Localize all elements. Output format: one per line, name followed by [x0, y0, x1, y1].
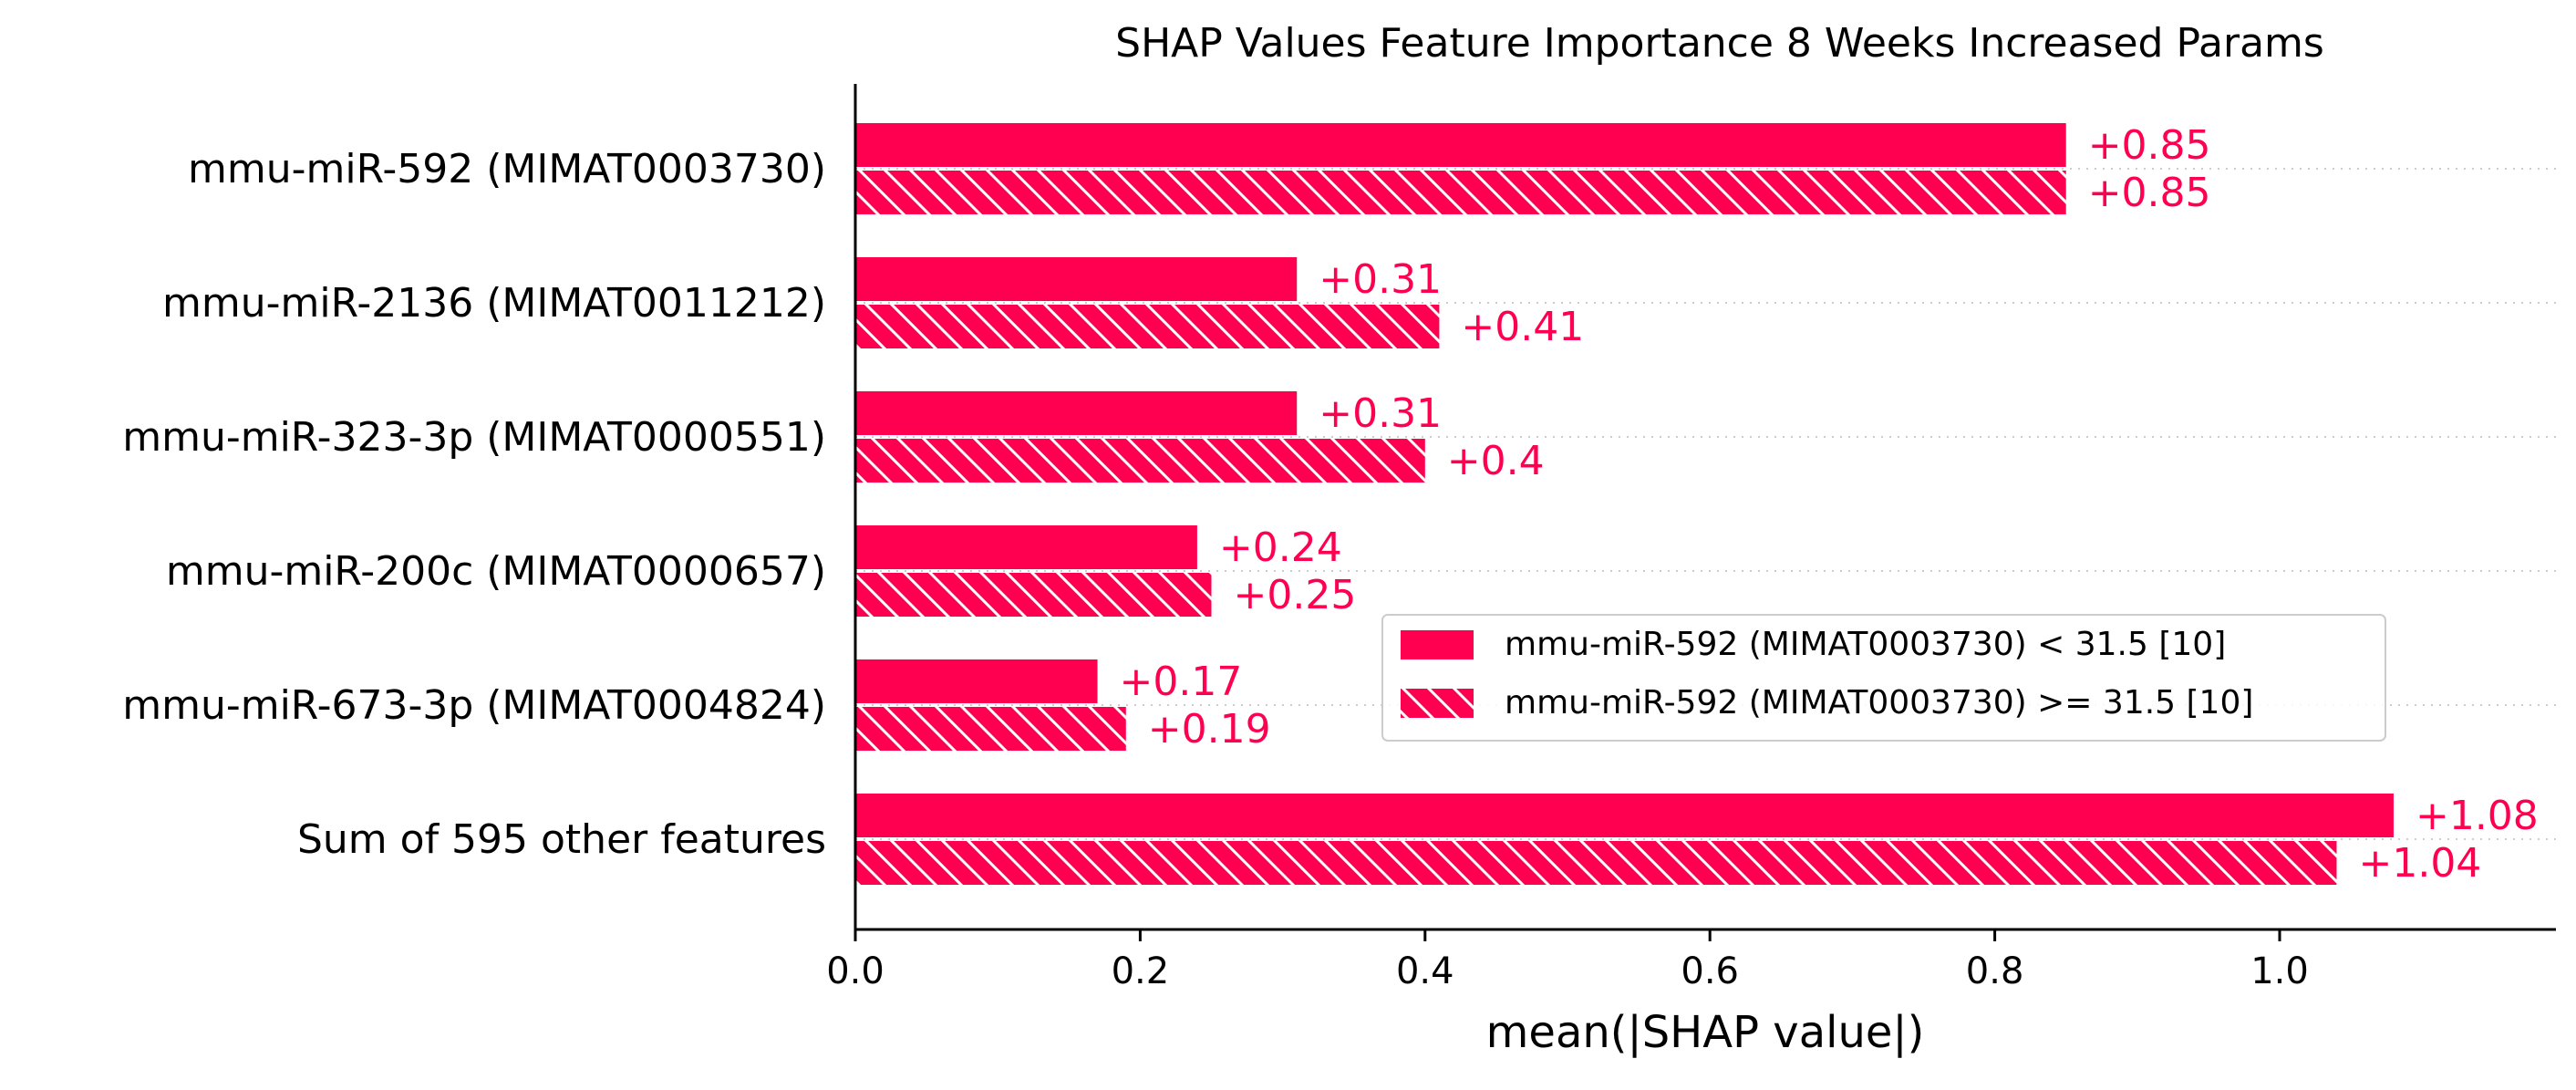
- x-tick-label: 0.4: [1396, 950, 1454, 992]
- chart-title: SHAP Values Feature Importance 8 Weeks I…: [1115, 20, 2324, 67]
- legend-swatch-hatched: [1401, 689, 1474, 718]
- value-label: +0.4: [1447, 438, 1545, 484]
- bar-above-threshold: [855, 439, 1425, 483]
- bar-above-threshold: [855, 573, 1212, 617]
- bar-above-threshold: [855, 171, 2066, 214]
- value-label: +0.24: [1219, 524, 1342, 571]
- bar-below-threshold: [855, 257, 1298, 301]
- value-label: +1.04: [2358, 840, 2481, 887]
- y-tick-label: Sum of 595 other features: [297, 816, 826, 863]
- x-axis-label: mean(|SHAP value|): [1486, 1007, 1925, 1058]
- y-tick-label: mmu-miR-673-3p (MIMAT0004824): [122, 682, 826, 729]
- value-label: +1.08: [2416, 793, 2539, 839]
- bar-below-threshold: [855, 391, 1298, 435]
- value-label: +0.41: [1461, 304, 1584, 350]
- value-label: +0.85: [2088, 170, 2211, 216]
- y-tick-label: mmu-miR-323-3p (MIMAT0000551): [122, 414, 826, 461]
- y-tick-label: mmu-miR-200c (MIMAT0000657): [166, 548, 826, 595]
- legend-label-below: mmu-miR-592 (MIMAT0003730) < 31.5 [10]: [1505, 626, 2226, 663]
- value-labels: +0.85+0.85+0.31+0.41+0.31+0.4+0.24+0.25+…: [1120, 122, 2539, 887]
- bar-below-threshold: [855, 123, 2066, 167]
- value-label: +0.17: [1120, 659, 1243, 705]
- value-label: +0.25: [1234, 572, 1357, 618]
- x-axis-ticks: 0.0 0.2 0.4 0.6 0.8 1.0: [826, 929, 2309, 992]
- legend-frame: [1381, 614, 2386, 742]
- bar-below-threshold: [855, 525, 1197, 569]
- value-label: +0.19: [1148, 706, 1271, 753]
- legend-swatch-solid: [1401, 630, 1474, 659]
- bar-above-threshold: [855, 305, 1440, 348]
- bar-below-threshold: [855, 794, 2394, 837]
- bar-below-threshold: [855, 659, 1098, 703]
- legend: mmu-miR-592 (MIMAT0003730) < 31.5 [10] m…: [1381, 614, 2386, 742]
- bar-above-threshold: [855, 841, 2337, 885]
- y-tick-label: mmu-miR-2136 (MIMAT0011212): [162, 280, 826, 327]
- x-tick-label: 1.0: [2250, 950, 2309, 992]
- x-tick-label: 0.8: [1966, 950, 2024, 992]
- x-tick-label: 0.6: [1681, 950, 1739, 992]
- value-label: +0.31: [1319, 256, 1442, 303]
- x-tick-label: 0.0: [826, 950, 885, 992]
- x-tick-label: 0.2: [1112, 950, 1170, 992]
- y-tick-label: mmu-miR-592 (MIMAT0003730): [188, 146, 826, 192]
- value-label: +0.31: [1319, 390, 1442, 437]
- bar-above-threshold: [855, 707, 1126, 751]
- value-label: +0.85: [2088, 122, 2211, 169]
- y-axis-labels: mmu-miR-592 (MIMAT0003730) mmu-miR-2136 (…: [122, 146, 826, 863]
- legend-label-above: mmu-miR-592 (MIMAT0003730) >= 31.5 [10]: [1505, 684, 2253, 721]
- bars: [855, 123, 2394, 885]
